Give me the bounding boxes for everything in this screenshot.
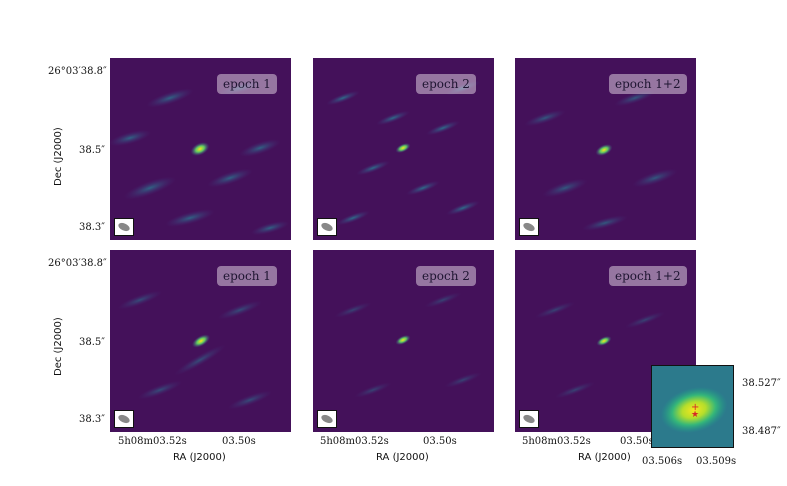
ytick-bot: 38.3″ — [79, 222, 106, 233]
xtick-right: 03.50s — [222, 436, 256, 447]
beam-ellipse — [114, 410, 134, 428]
x-axis-title: RA (J2000) — [173, 452, 226, 463]
xtick-right: 03.50s — [620, 436, 654, 447]
beam-ellipse — [317, 218, 337, 236]
epoch-label: epoch 1+2 — [609, 74, 687, 94]
y-axis-title: Dec (J2000) — [53, 317, 64, 376]
inset-xtick: 03.509s — [696, 456, 737, 467]
inset-zoom-panel: + ★ — [651, 365, 734, 448]
plus-marker: + — [691, 402, 699, 413]
inset-xtick: 03.506s — [642, 456, 683, 467]
ytick-mid: 38.5″ — [79, 145, 106, 156]
x-axis-title: RA (J2000) — [376, 452, 429, 463]
epoch-label: epoch 2 — [416, 74, 476, 94]
beam-ellipse — [519, 218, 539, 236]
x-axis-title: RA (J2000) — [578, 452, 631, 463]
epoch-label: epoch 2 — [416, 266, 476, 286]
epoch-label: epoch 1 — [217, 266, 277, 286]
xtick-right: 03.50s — [423, 436, 457, 447]
beam-ellipse — [114, 218, 134, 236]
ytick-top: 26°03′38.8″ — [48, 66, 107, 77]
star-marker: ★ — [691, 410, 699, 420]
beam-ellipse — [519, 410, 539, 428]
ytick-mid: 38.5″ — [79, 337, 106, 348]
xtick-left: 5h08m03.52s — [320, 436, 389, 447]
epoch-label: epoch 1+2 — [609, 266, 687, 286]
beam-ellipse — [317, 410, 337, 428]
ytick-top: 26°03′38.8″ — [48, 258, 107, 269]
inset-ytick: 38.527″ — [742, 378, 781, 389]
epoch-label: epoch 1 — [217, 74, 277, 94]
xtick-left: 5h08m03.52s — [522, 436, 591, 447]
y-axis-title: Dec (J2000) — [53, 127, 64, 186]
inset-ytick: 38.487″ — [742, 426, 781, 437]
ytick-bot: 38.3″ — [79, 414, 106, 425]
xtick-left: 5h08m03.52s — [118, 436, 187, 447]
